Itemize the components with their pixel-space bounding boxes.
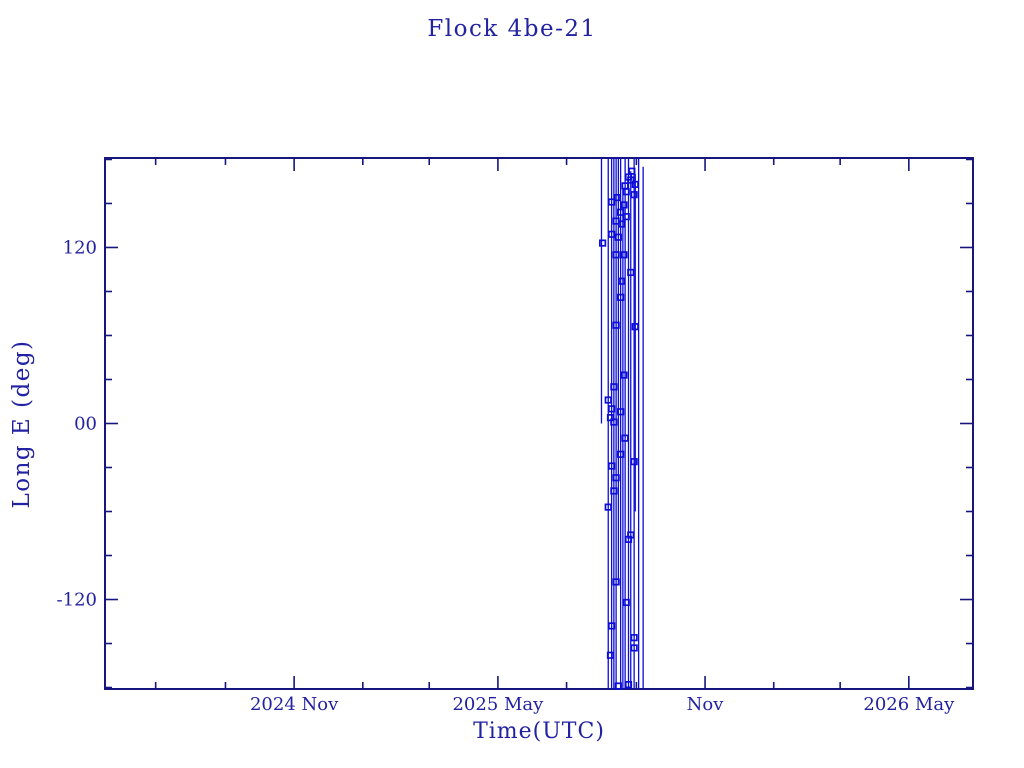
y-tick-label: 00 bbox=[74, 414, 97, 435]
data-point bbox=[617, 408, 625, 416]
data-point bbox=[612, 578, 620, 586]
data-point bbox=[613, 194, 621, 202]
data-point bbox=[627, 176, 635, 184]
data-point bbox=[630, 634, 638, 642]
data-point bbox=[617, 450, 625, 458]
data-point bbox=[608, 622, 616, 630]
data-point bbox=[620, 371, 628, 379]
data-point bbox=[612, 321, 620, 329]
data-point bbox=[604, 503, 612, 511]
data-point bbox=[624, 680, 633, 689]
data-point bbox=[628, 167, 636, 175]
data-point bbox=[621, 434, 629, 442]
x-tick-label: 2026 May bbox=[863, 694, 955, 715]
x-tick-label: 2024 Nov bbox=[250, 694, 339, 715]
data-point bbox=[610, 383, 618, 391]
data-point bbox=[617, 208, 625, 216]
data-point bbox=[624, 535, 633, 543]
data-point bbox=[620, 251, 628, 259]
axis-ticks bbox=[105, 158, 973, 689]
data-point bbox=[614, 682, 622, 690]
plot-frame bbox=[104, 157, 974, 690]
data-point bbox=[630, 191, 638, 199]
data-point bbox=[608, 462, 616, 470]
data-point bbox=[618, 220, 626, 228]
data-point bbox=[604, 396, 612, 404]
data-point bbox=[617, 293, 625, 301]
data-point bbox=[622, 213, 630, 221]
data-point bbox=[630, 458, 638, 466]
data-point bbox=[614, 233, 622, 241]
chart-title: Flock 4be-21 bbox=[427, 16, 597, 42]
data-point bbox=[610, 487, 618, 495]
data-point bbox=[599, 239, 607, 247]
data-point bbox=[608, 230, 616, 238]
data-point bbox=[612, 251, 620, 259]
data-point bbox=[620, 201, 628, 209]
tick-labels: 2024 Nov 2025 May Nov 2026 May 120 00 -120 bbox=[57, 237, 956, 715]
data-point bbox=[618, 277, 626, 285]
data-series bbox=[599, 158, 644, 690]
data-point bbox=[627, 268, 635, 277]
data-point bbox=[612, 474, 620, 482]
data-point bbox=[622, 188, 630, 196]
x-tick-label: Nov bbox=[687, 694, 725, 715]
data-point bbox=[631, 180, 639, 189]
data-point bbox=[630, 644, 638, 652]
data-point bbox=[631, 323, 639, 331]
y-tick-label: 120 bbox=[63, 237, 97, 258]
y-tick-label: -120 bbox=[57, 590, 97, 611]
data-point bbox=[608, 405, 616, 413]
data-point bbox=[608, 198, 616, 206]
x-tick-label: 2025 May bbox=[452, 694, 544, 715]
data-point bbox=[622, 598, 630, 607]
x-axis-label: Time(UTC) bbox=[473, 719, 605, 744]
data-point bbox=[606, 651, 615, 659]
data-point bbox=[610, 418, 618, 426]
axes-frame bbox=[104, 157, 974, 690]
